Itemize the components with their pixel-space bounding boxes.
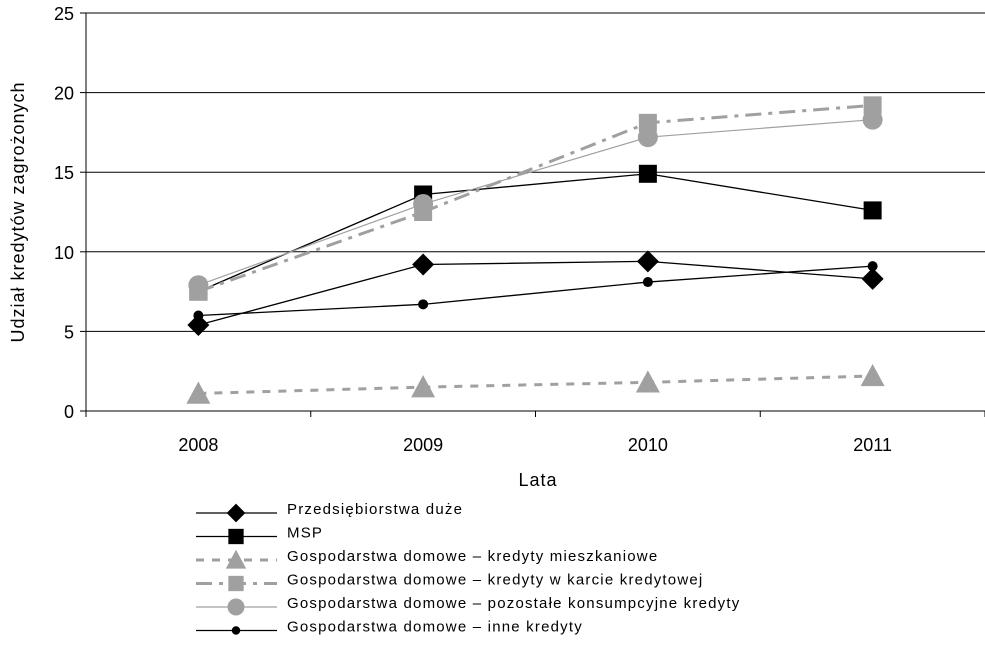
x-axis-label: Lata [518,470,557,490]
legend-swatch-marker [226,503,246,523]
data-point [187,314,210,337]
data-point [863,96,882,115]
data-point [863,201,882,220]
legend-label: Przedsiębiorstwa duże [287,501,463,518]
legend-label: Gospodarstwa domowe – pozostałe konsumpc… [287,595,740,612]
y-tick-label: 10 [54,243,74,263]
data-point [642,277,653,288]
legend-item-3: Gospodarstwa domowe – kredyty mieszkanio… [196,548,658,569]
y-tick-label: 20 [54,84,74,104]
axes [80,12,985,417]
series-line [198,265,873,317]
series-2 [189,164,882,301]
y-tick-label: 15 [54,163,74,183]
legend-label: Gospodarstwa domowe – inne kredyty [287,619,583,636]
x-tick-label: 2008 [178,435,218,455]
data-point [638,113,657,132]
data-point [861,267,884,290]
legend-swatch-marker [228,575,244,592]
data-point [186,381,211,404]
series-line [197,103,873,294]
x-tick-labels: 2008 2009 2010 2011 [178,435,892,455]
series-line [198,119,873,286]
legend-item-4: Gospodarstwa domowe – kredyty w karcie k… [196,572,703,592]
data-point [636,250,659,273]
series-group [186,96,885,404]
legend-swatch-marker [228,528,244,545]
series-line [198,260,873,326]
series-1 [187,250,884,337]
series-5 [188,109,883,296]
y-axis-label: Udział kredytów zagrożonych [8,81,28,342]
legend-swatch-marker [231,626,241,635]
data-point [418,299,429,310]
data-point [637,127,658,148]
series-line [198,374,873,395]
legend-item-2: MSP [196,525,323,545]
data-point [638,164,657,183]
grid-lines [86,12,985,332]
legend-label: MSP [287,525,323,542]
data-point [411,375,436,398]
legend-label: Gospodarstwa domowe – kredyty mieszkanio… [287,548,658,565]
series-line [198,173,873,293]
y-tick-label: 25 [54,4,74,24]
legend-item-5: Gospodarstwa domowe – pozostałe konsumpc… [196,595,740,616]
data-point [413,194,434,215]
series-3 [186,363,885,404]
data-point [867,261,878,272]
data-point [860,363,885,387]
x-tick-label: 2010 [628,435,668,455]
y-tick-label: 5 [64,322,74,342]
data-point [188,275,209,296]
x-tick-label: 2009 [403,435,443,455]
data-point [193,310,204,321]
legend-item-6: Gospodarstwa domowe – inne kredyty [196,619,583,636]
data-point [412,253,435,276]
legend-swatch-marker [227,598,245,616]
data-point [862,109,883,130]
x-tick-label: 2011 [853,435,892,455]
legend-label: Gospodarstwa domowe – kredyty w karcie k… [287,572,703,589]
data-point [635,370,660,393]
series-6 [193,261,878,321]
y-tick-labels: 0 5 10 15 20 25 [54,4,74,422]
legend-item-1: Przedsiębiorstwa duże [196,501,463,523]
legend: Przedsiębiorstwa duże MSP Gospodarstwa dom… [196,501,740,636]
legend-swatch-marker [225,549,247,569]
y-tick-label: 0 [64,402,74,422]
